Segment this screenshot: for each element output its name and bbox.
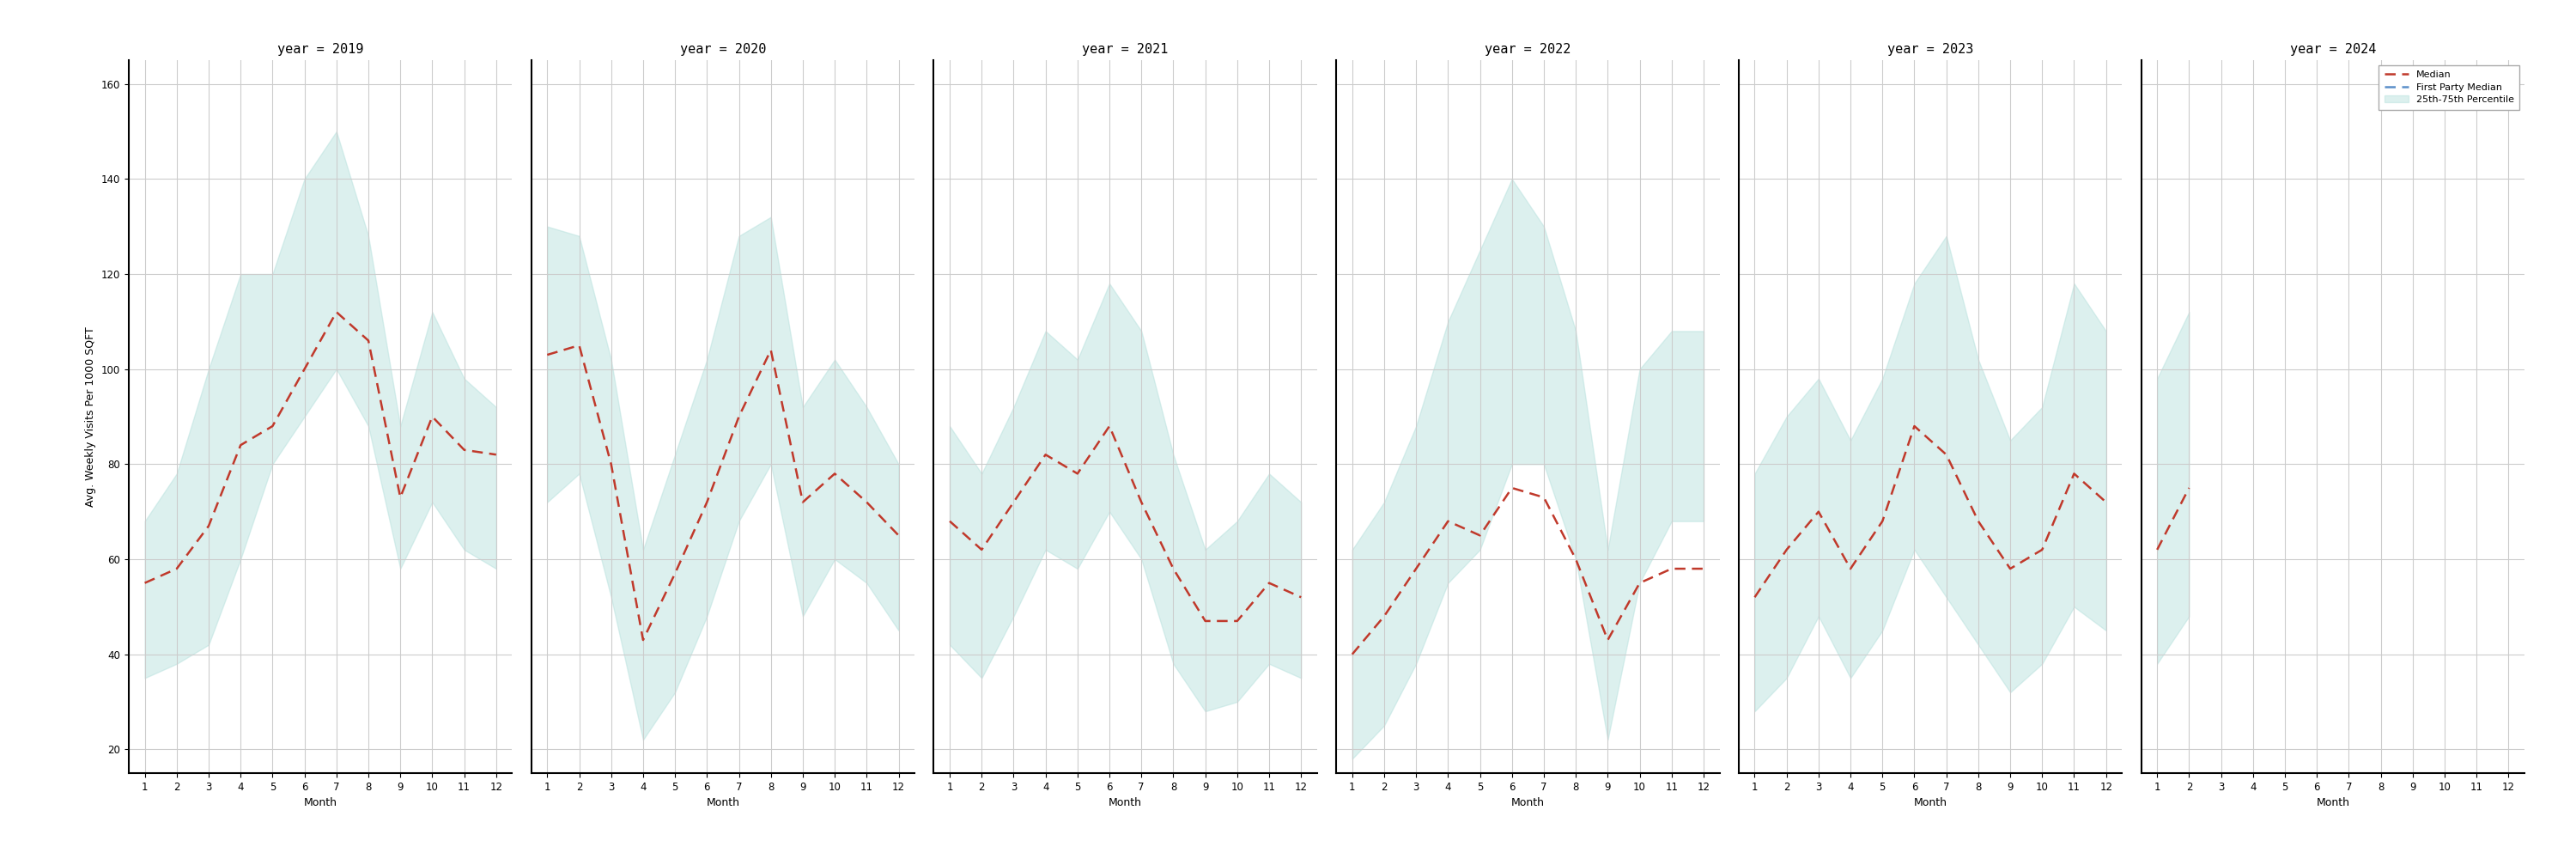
- Median: [595, 459, 626, 469]
- Median: [1401, 564, 1432, 574]
- Title: year = 2024: year = 2024: [2290, 43, 2375, 56]
- Median: [659, 569, 690, 579]
- Median: [1932, 449, 1963, 460]
- Median: [1739, 592, 1770, 602]
- Median: [129, 578, 160, 588]
- Median: [417, 411, 448, 422]
- Title: year = 2020: year = 2020: [680, 43, 765, 56]
- Line: Median: Median: [1352, 488, 1703, 655]
- Title: year = 2023: year = 2023: [1888, 43, 1973, 56]
- Median: [1656, 564, 1687, 574]
- Line: Median: Median: [2156, 488, 2190, 550]
- Median: [755, 345, 786, 356]
- Median: [384, 492, 415, 503]
- Median: [1994, 564, 2025, 574]
- Median: [1157, 564, 1188, 574]
- Line: Median: Median: [951, 426, 1301, 621]
- Median: [629, 635, 659, 645]
- X-axis label: Month: Month: [1108, 797, 1141, 808]
- Median: [1126, 497, 1157, 508]
- Median: [258, 421, 289, 431]
- Median: [1687, 564, 1718, 574]
- Median: [162, 564, 193, 574]
- Median: [2174, 483, 2205, 493]
- Line: Median: Median: [144, 312, 497, 583]
- Median: [935, 516, 966, 527]
- X-axis label: Month: Month: [304, 797, 337, 808]
- Title: year = 2021: year = 2021: [1082, 43, 1170, 56]
- Median: [1061, 468, 1092, 478]
- Median: [1561, 554, 1592, 564]
- Median: [1497, 483, 1528, 493]
- Median: [1466, 530, 1497, 540]
- Median: [564, 340, 595, 350]
- Median: [997, 497, 1028, 508]
- Median: [1095, 421, 1126, 431]
- Y-axis label: Avg. Weekly Visits Per 1000 SQFT: Avg. Weekly Visits Per 1000 SQFT: [85, 326, 95, 507]
- Median: [1337, 649, 1368, 660]
- Median: [1963, 516, 1994, 527]
- Median: [531, 350, 562, 360]
- X-axis label: Month: Month: [706, 797, 739, 808]
- Median: [788, 497, 819, 508]
- Median: [1030, 449, 1061, 460]
- Median: [1368, 611, 1399, 621]
- Median: [966, 545, 997, 555]
- Median: [2058, 468, 2089, 478]
- X-axis label: Month: Month: [1512, 797, 1546, 808]
- Median: [724, 411, 755, 422]
- X-axis label: Month: Month: [2316, 797, 2349, 808]
- Legend: Median, First Party Median, 25th-75th Percentile: Median, First Party Median, 25th-75th Pe…: [2378, 65, 2519, 110]
- Median: [1899, 421, 1929, 431]
- Title: year = 2022: year = 2022: [1484, 43, 1571, 56]
- Median: [353, 335, 384, 345]
- X-axis label: Month: Month: [1914, 797, 1947, 808]
- Median: [1285, 592, 1316, 602]
- Line: Median: Median: [1754, 426, 2107, 597]
- Median: [1221, 616, 1252, 626]
- Median: [193, 521, 224, 531]
- Median: [1190, 616, 1221, 626]
- Median: [482, 449, 513, 460]
- Median: [850, 497, 881, 508]
- Median: [1528, 492, 1558, 503]
- Median: [1834, 564, 1865, 574]
- Median: [224, 440, 255, 450]
- Median: [819, 468, 850, 478]
- Title: year = 2019: year = 2019: [278, 43, 363, 56]
- Line: Median: Median: [546, 345, 899, 640]
- Median: [2141, 545, 2172, 555]
- Median: [448, 445, 479, 455]
- Median: [1255, 578, 1285, 588]
- Median: [1625, 578, 1656, 588]
- Median: [1592, 635, 1623, 645]
- Median: [1803, 507, 1834, 517]
- Median: [289, 364, 319, 375]
- Median: [1432, 516, 1463, 527]
- Median: [884, 530, 914, 540]
- Median: [1772, 545, 1803, 555]
- Median: [1868, 516, 1899, 527]
- Median: [2027, 545, 2058, 555]
- Median: [690, 497, 721, 508]
- Median: [322, 307, 353, 317]
- Median: [2092, 497, 2123, 508]
